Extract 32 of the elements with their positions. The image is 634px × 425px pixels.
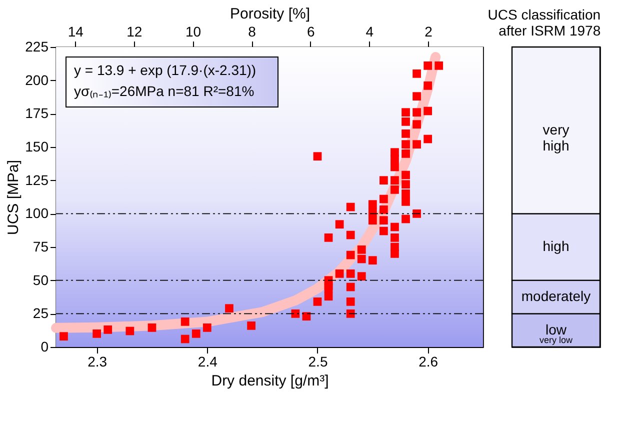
y-tick-label: 175 <box>25 105 49 122</box>
y-tick-label: 50 <box>32 272 49 288</box>
x2-tick-label: 12 <box>126 24 142 40</box>
y-tick-label: 125 <box>25 172 49 188</box>
annotation: very low <box>539 335 573 345</box>
x2-tick-label: 10 <box>185 24 202 40</box>
y-tick-label: 100 <box>25 205 49 222</box>
x-axis-title: Dry density [g/m³] <box>211 372 329 390</box>
y-tick-label: 200 <box>25 72 49 88</box>
x2-tick-label: 6 <box>306 24 315 40</box>
x2-tick-label: 8 <box>248 24 256 40</box>
x-tick-label: 2.5 <box>308 354 328 370</box>
y-tick-label: 75 <box>32 238 49 254</box>
y-tick-label: 150 <box>25 138 49 154</box>
x2-tick-label: 2 <box>424 24 433 40</box>
x2-tick-label: 4 <box>366 24 374 40</box>
y-tick-label: 225 <box>25 38 49 54</box>
annotation: y = 13.9 + exp (17.9·(x-2.31)) <box>74 62 256 78</box>
series-label: low <box>545 321 568 338</box>
y-tick-label: 0 <box>40 338 49 354</box>
x2-tick-label: 14 <box>68 24 84 40</box>
x-tick-label: 2.6 <box>418 354 438 370</box>
series-label: very high <box>542 121 570 154</box>
x2-axis-title: Porosity [%] <box>230 6 310 22</box>
chart-title: UCS classification after ISRM 1978 <box>488 6 601 38</box>
series-label: high <box>542 238 570 254</box>
annotation: yσ₍ₙ₋₁₎=26MPa n=81 R²=81% <box>74 83 254 99</box>
x-tick-label: 2.4 <box>198 354 218 370</box>
y-axis-title: UCS [MPa] <box>5 160 22 236</box>
series-label: moderately <box>521 288 591 304</box>
y-tick-label: 25 <box>32 305 49 322</box>
x-tick-label: 2.3 <box>88 354 108 370</box>
